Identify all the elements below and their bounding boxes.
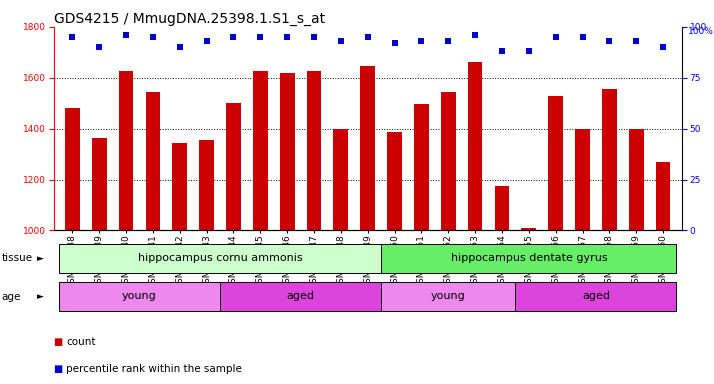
Text: aged: aged [582, 291, 610, 301]
Point [496, 48, 508, 55]
Point [523, 48, 535, 55]
Text: young: young [122, 291, 157, 301]
Bar [629, 129, 643, 230]
Point [577, 34, 588, 40]
Text: hippocampus cornu ammonis: hippocampus cornu ammonis [138, 253, 302, 263]
Bar [387, 132, 402, 230]
Point [469, 32, 481, 38]
Bar [119, 71, 134, 230]
Bar [199, 140, 214, 230]
Point [147, 34, 159, 40]
Bar [65, 108, 80, 230]
Point [335, 38, 346, 44]
Bar [495, 186, 509, 230]
Bar [516, 282, 676, 311]
Text: ►: ► [37, 254, 44, 263]
Point [94, 44, 105, 50]
Bar [220, 282, 381, 311]
Text: ■: ■ [54, 364, 63, 374]
Bar [381, 282, 516, 311]
Text: GDS4215 / MmugDNA.25398.1.S1_s_at: GDS4215 / MmugDNA.25398.1.S1_s_at [54, 12, 325, 25]
Bar [146, 92, 160, 230]
Bar [655, 162, 670, 230]
Bar [306, 71, 321, 230]
Bar [361, 66, 375, 230]
Point [550, 34, 561, 40]
Point [603, 38, 615, 44]
Bar [92, 137, 106, 230]
Bar [414, 104, 429, 230]
Text: ■: ■ [54, 337, 63, 347]
Point [121, 32, 132, 38]
Point [308, 34, 320, 40]
Text: aged: aged [286, 291, 315, 301]
Text: hippocampus dentate gyrus: hippocampus dentate gyrus [451, 253, 607, 263]
Text: 100%: 100% [688, 27, 714, 36]
Point [443, 38, 454, 44]
Bar [521, 228, 536, 230]
Bar [280, 73, 295, 230]
Point [362, 34, 373, 40]
Point [658, 44, 669, 50]
Bar [548, 96, 563, 230]
Point [174, 44, 186, 50]
Bar [172, 142, 187, 230]
Point [66, 34, 78, 40]
Bar [59, 282, 220, 311]
Bar [468, 63, 483, 230]
Point [630, 38, 642, 44]
Point [201, 38, 212, 44]
Text: count: count [66, 337, 96, 347]
Bar [602, 89, 617, 230]
Text: ►: ► [37, 292, 44, 301]
Text: age: age [1, 291, 21, 302]
Bar [253, 71, 268, 230]
Bar [441, 92, 456, 230]
Bar [59, 243, 381, 273]
Point [281, 34, 293, 40]
Bar [226, 103, 241, 230]
Text: tissue: tissue [1, 253, 33, 263]
Bar [333, 129, 348, 230]
Point [389, 40, 401, 46]
Point [416, 38, 427, 44]
Point [255, 34, 266, 40]
Point [228, 34, 239, 40]
Text: young: young [431, 291, 466, 301]
Bar [575, 129, 590, 230]
Bar [381, 243, 676, 273]
Text: percentile rank within the sample: percentile rank within the sample [66, 364, 242, 374]
